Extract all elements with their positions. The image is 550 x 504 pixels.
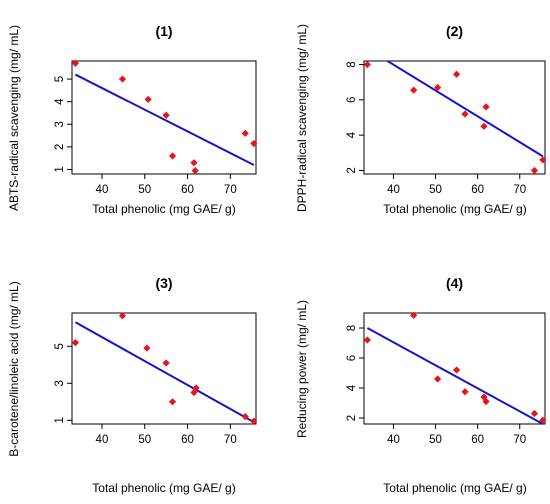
data-point [250, 417, 258, 425]
data-point [410, 86, 418, 94]
data-point [453, 70, 461, 78]
data-point [363, 60, 371, 69]
data-point [480, 122, 488, 130]
data-point [453, 366, 461, 374]
x-axis-label: Total phenolic (mg GAE/ g) [92, 481, 235, 495]
y-tick-label: 4 [346, 131, 358, 138]
x-tick-label: 40 [387, 184, 400, 196]
data-point [482, 397, 490, 406]
data-point [241, 129, 249, 137]
data-point [250, 139, 258, 148]
data-point [482, 103, 490, 111]
panel-title: (2) [446, 23, 463, 39]
data-point [118, 312, 127, 320]
panel-title: (3) [155, 275, 172, 291]
x-tick-label: 70 [513, 434, 526, 446]
x-tick-label: 40 [96, 184, 109, 196]
y-axis-label: B-carotene/linoleic acid (mg/ mL) [7, 281, 21, 456]
y-tick-label: 3 [54, 121, 66, 127]
x-tick-label: 50 [138, 434, 151, 446]
data-point [530, 409, 539, 418]
data-point [530, 166, 539, 175]
data-layer [74, 321, 255, 424]
data-point [434, 83, 442, 92]
data-point [410, 311, 418, 319]
panel-4: (4) 40 50 60 70 2 4 6 8 Total phenolic (mg GAE/ g… [295, 275, 547, 495]
regression-line [74, 73, 255, 166]
data-point [539, 416, 547, 424]
y-tick-label: 8 [346, 325, 358, 331]
data-layer [366, 327, 544, 424]
y-tick-label: 3 [54, 380, 66, 386]
y-tick-label: 8 [346, 61, 358, 67]
x-tick-label: 70 [224, 184, 237, 196]
x-tick-label: 70 [224, 434, 237, 446]
data-layer [74, 73, 255, 166]
x-tick-label: 50 [138, 184, 151, 196]
y-tick-label: 4 [54, 98, 66, 105]
data-point [434, 375, 442, 383]
y-tick-label: 6 [346, 355, 358, 361]
y-tick-label: 5 [54, 343, 66, 349]
y-tick-label: 5 [54, 76, 66, 82]
regression-line [366, 327, 544, 424]
data-point [143, 344, 151, 352]
y-axis-label: Reducing power (mg/ mL) [295, 300, 309, 438]
data-point [190, 159, 198, 167]
panel-3: (3) 40 50 60 70 1 3 5 Total phenolic (mg GAE/ g)… [7, 275, 258, 495]
y-tick-label: 2 [346, 415, 358, 421]
panel-title: (1) [155, 23, 172, 39]
plot-frame [363, 60, 546, 175]
data-point [71, 339, 80, 347]
y-tick-label: 1 [54, 417, 66, 423]
x-axis-label: Total phenolic (mg GAE/ g) [383, 481, 526, 495]
x-tick-label: 60 [471, 434, 484, 446]
regression-line [385, 61, 544, 158]
x-tick-label: 60 [471, 184, 484, 196]
data-point [241, 413, 249, 421]
data-point [461, 110, 469, 118]
x-tick-label: 60 [181, 184, 194, 196]
x-tick-label: 40 [387, 434, 400, 446]
regression-line [74, 321, 255, 424]
plot-frame [71, 60, 257, 175]
y-tick-label: 4 [346, 384, 358, 391]
data-point [191, 167, 199, 175]
panel-1: (1) 40 50 60 70 1 2 3 4 5 Total phenolic (mg GAE/ … [7, 23, 258, 216]
data-point [168, 152, 177, 160]
y-tick-label: 2 [346, 167, 358, 173]
x-tick-label: 40 [96, 434, 109, 446]
data-point [363, 336, 371, 344]
y-tick-label: 6 [346, 97, 358, 103]
data-point [144, 95, 152, 104]
x-tick-label: 70 [513, 184, 526, 196]
y-tick-label: 2 [54, 144, 66, 150]
panel-2: (2) 40 50 60 70 2 4 6 8 Total phenolic (mg GAE/ g… [295, 23, 547, 216]
y-axis-label: ABTS-radical scavenging (mg/ mL) [7, 25, 21, 211]
plot-frame [71, 312, 257, 425]
data-point [71, 59, 80, 67]
data-layer [385, 61, 544, 158]
data-point [118, 75, 127, 83]
x-axis-label: Total phenolic (mg GAE/ g) [92, 202, 235, 216]
x-axis-label: Total phenolic (mg GAE/ g) [383, 202, 526, 216]
data-point [461, 388, 469, 396]
y-tick-label: 1 [54, 166, 66, 172]
data-point [162, 111, 170, 119]
x-tick-label: 60 [181, 434, 194, 446]
x-tick-label: 50 [429, 184, 442, 196]
y-axis-label: DPPH-radical scavenging (mg/ mL) [295, 24, 309, 212]
data-point [162, 359, 170, 367]
panel-title: (4) [446, 275, 463, 291]
x-tick-label: 50 [429, 434, 442, 446]
data-point [192, 384, 200, 392]
data-point [539, 156, 547, 164]
data-point [168, 398, 177, 406]
plot-frame [363, 312, 546, 425]
